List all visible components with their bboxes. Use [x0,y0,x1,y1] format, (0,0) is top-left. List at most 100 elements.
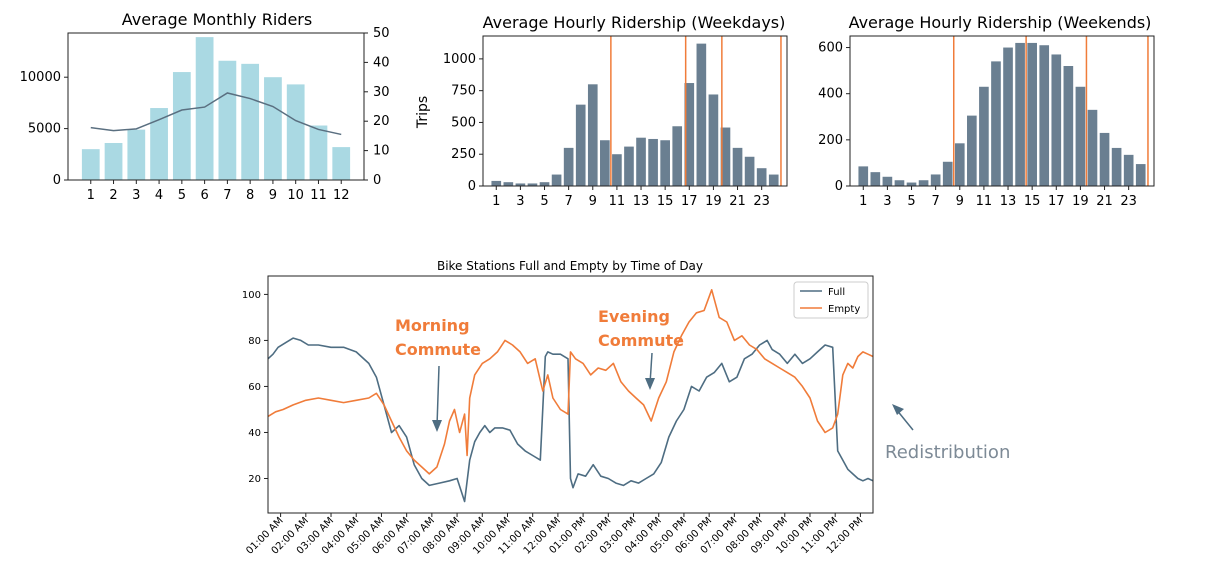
weekend-bar [1051,54,1062,186]
redistribution-label: Redistribution [885,442,1010,463]
x-tick-label: 19 [1072,194,1089,209]
stations-full-empty-chart: Bike Stations Full and Empty by Time of … [242,259,1010,557]
monthly-bar [332,147,351,180]
weekend-bar [894,180,905,186]
y-tick-label: 100 [242,290,261,301]
x-tick-label: 1 [87,188,95,203]
x-tick-label: 10 [287,188,304,203]
weekday-bar [756,168,767,186]
empty-stations-line [267,288,874,475]
weekday-bar [563,147,574,186]
x-tick-label: 23 [753,194,770,209]
weekday-bar [636,137,646,186]
x-tick-label: 3 [132,188,140,203]
x-tick-label: 5 [178,188,186,203]
legend-full-label: Full [828,287,845,298]
evening-annotation-line2: Commute [598,331,684,350]
x-tick-label: 13 [633,194,650,209]
x-tick-label: 11 [609,194,626,209]
y-tick-label: 0 [468,179,476,194]
weekend-bar [1123,154,1134,186]
weekday-bar [527,183,538,186]
weekday-bar [696,43,707,186]
weekday-bar [600,140,610,186]
weekend-bar [906,182,917,186]
weekend-bar [954,143,965,186]
weekend-bar [1099,132,1110,186]
x-tick-label: 2 [109,188,117,203]
y-tick-label: 40 [248,428,261,439]
weekday-bar [720,127,731,186]
y2-tick-label: 10 [373,144,390,159]
morning-annotation-line1: Morning [395,316,470,335]
y-tick-label: 500 [451,115,476,130]
y-tick-label: 400 [818,87,843,102]
weekend-bar [1135,164,1146,186]
weekday-bar [551,174,562,186]
y-tick-label: 20 [248,474,261,485]
weekday-bar [587,84,598,186]
x-tick-label: 21 [729,194,746,209]
x-tick-label: 23 [1120,194,1137,209]
weekday-chart-title: Average Hourly Ridership (Weekdays) [483,13,786,32]
y-tick-label: 600 [818,41,843,56]
weekday-bar [744,156,755,186]
x-tick-label: 21 [1096,194,1113,209]
stations-chart-title: Bike Stations Full and Empty by Time of … [437,259,703,273]
x-tick-label: 3 [883,194,891,209]
weekend-bar [991,61,1001,187]
y2-tick-label: 50 [373,26,390,41]
x-tick-label: 15 [1024,194,1041,209]
x-tick-label: 8 [246,188,254,203]
y-tick-label: 5000 [28,122,61,137]
full-stations-line [267,337,874,503]
weekend-bar [1039,45,1050,186]
evening-commute-annotation: Evening Commute [598,307,684,390]
redistribution-arrow-head [892,404,904,415]
weekday-bar [684,83,695,186]
monthly-bar [127,129,146,180]
x-tick-label: 19 [705,194,722,209]
y2-tick-label: 0 [373,173,381,188]
y-tick-label: 10000 [20,70,61,85]
monthly-bar [218,60,237,180]
weekday-bar [672,126,683,186]
weekday-bar [732,147,743,186]
x-tick-label: 4 [155,188,163,203]
x-tick-label: 9 [956,194,964,209]
y-tick-label: 1000 [443,52,476,67]
redistribution-annotation: Redistribution [885,404,1010,463]
y2-tick-label: 30 [373,85,390,100]
weekday-bar [491,180,502,186]
weekend-bar [918,180,929,186]
weekday-bar [612,154,622,186]
x-tick-label: 15 [657,194,674,209]
morning-annotation-line2: Commute [395,340,481,359]
x-tick-label: 11 [310,188,327,203]
x-tick-label: 9 [589,194,597,209]
monthly-trend-line [90,92,342,136]
x-tick-label: 1 [492,194,500,209]
weekday-y-axis-label: Trips [415,96,431,129]
weekend-bar [979,86,989,186]
monthly-bar [309,125,328,180]
x-tick-label: 9 [269,188,277,203]
weekend-plot-frame [849,35,1155,187]
monthly-plot-frame [67,32,365,181]
x-tick-label: 1 [859,194,867,209]
x-tick-label: 17 [681,194,698,209]
y-tick-label: 0 [53,173,61,188]
stations-legend: Full Empty [793,281,869,319]
evening-arrow-head [645,378,655,390]
x-tick-label: 7 [932,194,940,209]
weekend-bar [1003,47,1013,187]
x-tick-label: 17 [1048,194,1065,209]
weekday-bar [624,146,634,186]
weekend-bar [1111,147,1122,186]
weekday-bar [648,138,658,186]
legend-empty-label: Empty [828,304,860,315]
weekday-bar [768,174,779,186]
weekend-bar [930,174,941,186]
